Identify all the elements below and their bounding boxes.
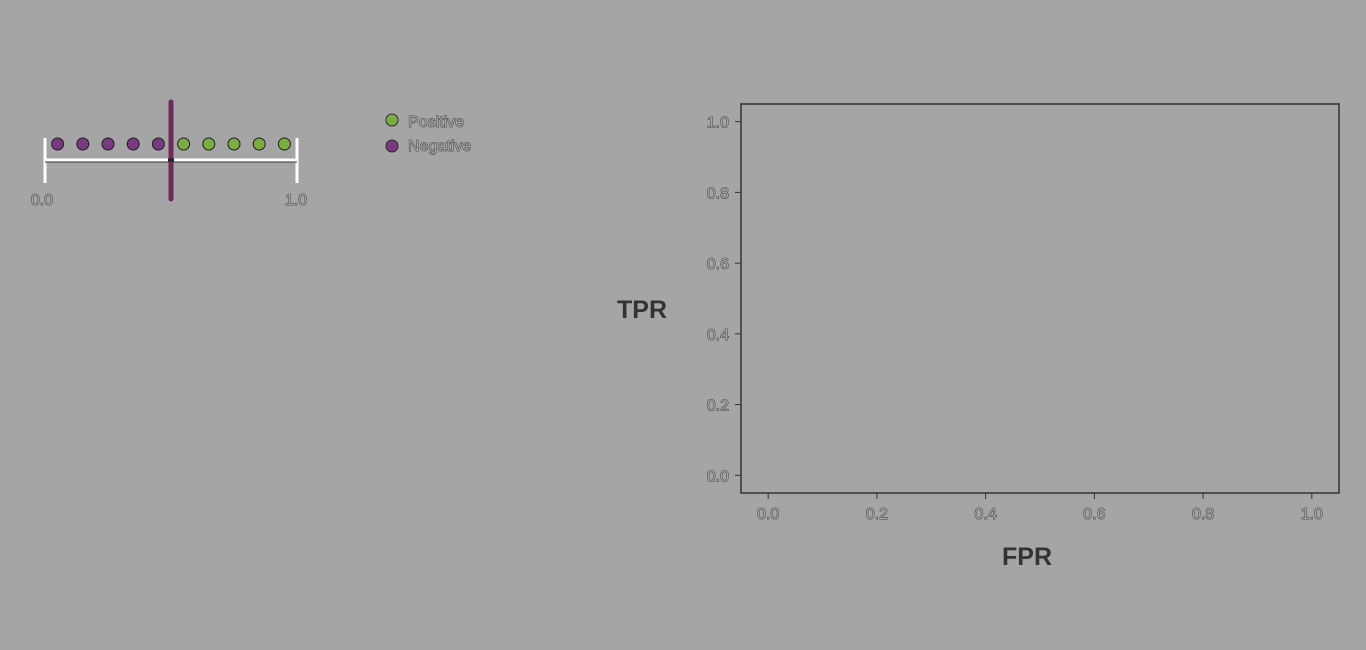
legend-positive-label: Positive — [408, 114, 464, 131]
score-point-positive — [252, 137, 266, 151]
score-point-negative — [101, 137, 115, 151]
score-point-positive — [177, 137, 191, 151]
score-point-positive — [202, 137, 216, 151]
x-tick-label: 1.0 — [1301, 506, 1323, 523]
legend-positive-marker — [385, 113, 399, 127]
score-axis-max-label: 1.0 — [285, 192, 307, 209]
threshold-widget: 0.0 1.0 — [30, 99, 308, 209]
y-tick-label: 0.8 — [707, 185, 729, 202]
score-point-negative — [151, 137, 165, 151]
score-point-positive — [277, 137, 291, 151]
x-tick-label: 0.0 — [757, 506, 779, 523]
y-tick-label: 0.6 — [707, 256, 729, 273]
roc-x-axis-title: FPR — [1002, 543, 1052, 571]
roc-y-ticks: 0.0 0.2 0.4 0.6 0.8 1.0 — [706, 114, 741, 486]
legend-negative-label: Negative — [408, 138, 471, 155]
score-point-negative — [51, 137, 65, 151]
score-point-negative — [76, 137, 90, 151]
score-point-positive — [227, 137, 241, 151]
score-axis-min-label: 0.0 — [31, 192, 53, 209]
x-tick-label: 0.8 — [1192, 506, 1214, 523]
roc-y-axis-title: TPR — [617, 296, 667, 324]
y-tick-label: 1.0 — [707, 115, 729, 132]
x-tick-label: 0.6 — [1083, 506, 1105, 523]
y-tick-label: 0.2 — [707, 398, 729, 415]
x-tick-label: 0.2 — [866, 506, 888, 523]
legend-negative-marker — [385, 139, 399, 153]
roc-plot-frame — [740, 103, 1340, 494]
y-tick-label: 0.4 — [707, 327, 729, 344]
x-tick-label: 0.4 — [975, 506, 997, 523]
legend: Positive Negative — [385, 113, 472, 155]
score-points — [51, 137, 291, 151]
roc-x-ticks: 0.0 0.2 0.4 0.6 0.8 1.0 — [757, 493, 1323, 523]
y-tick-label: 0.0 — [707, 468, 729, 485]
roc-chart: 0.0 0.2 0.4 0.6 0.8 1.0 0.0 0.2 0.4 0.6 0.8 1.0 FP… — [617, 103, 1340, 571]
score-point-negative — [126, 137, 140, 151]
